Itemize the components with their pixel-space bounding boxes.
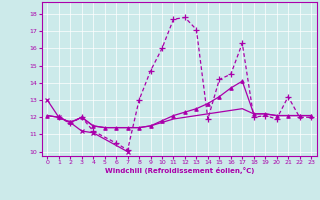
X-axis label: Windchill (Refroidissement éolien,°C): Windchill (Refroidissement éolien,°C)	[105, 167, 254, 174]
